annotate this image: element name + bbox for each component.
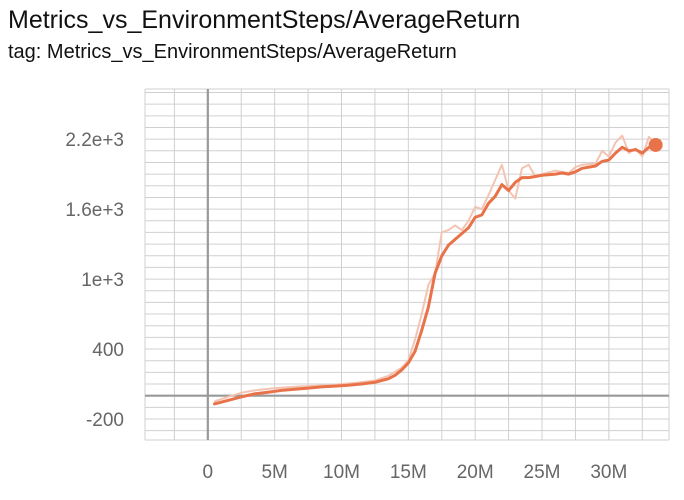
x-tick-label: 10M	[323, 462, 360, 483]
tick-label-layer: -200 400 1e+3 1.6e+3 2.2e+3 0 5M 10M 15M 20M 25M 30…	[65, 130, 627, 483]
y-tick-label: 400	[92, 340, 124, 361]
x-tick-label: 5M	[261, 462, 287, 483]
x-tick-label: 0	[203, 462, 214, 483]
x-tick-label: 15M	[390, 462, 427, 483]
x-tick-label: 20M	[457, 462, 494, 483]
smoothed-series-line	[213, 144, 658, 406]
x-tick-label: 25M	[524, 462, 561, 483]
x-tick-label: 30M	[590, 462, 627, 483]
y-tick-label: 2.2e+3	[65, 130, 124, 151]
raw-series-line	[213, 134, 657, 403]
grid-layer	[144, 88, 670, 441]
chart-title: Metrics_vs_EnvironmentSteps/AverageRetur…	[8, 6, 521, 34]
axis-layer	[145, 89, 669, 440]
y-tick-label: -200	[86, 410, 124, 431]
series-layer	[213, 134, 663, 406]
series-end-marker[interactable]	[648, 137, 663, 152]
y-tick-label: 1e+3	[81, 270, 124, 291]
chart-subtitle: tag: Metrics_vs_EnvironmentSteps/Average…	[8, 41, 457, 63]
y-tick-label: 1.6e+3	[65, 200, 124, 221]
